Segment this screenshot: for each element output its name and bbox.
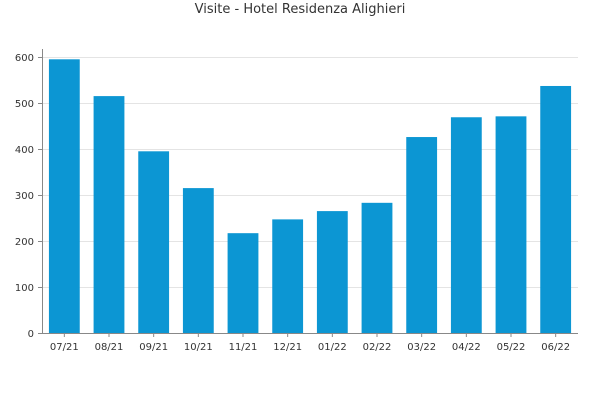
bar-layer (48, 59, 572, 334)
x-tick-label: 06/22 (541, 342, 570, 353)
x-tick-label: 10/21 (184, 342, 213, 353)
bar (450, 117, 482, 333)
x-tick-label: 07/21 (50, 342, 79, 353)
x-tick-label: 01/22 (318, 342, 347, 353)
chart-title: Visite - Hotel Residenza Alighieri (194, 2, 406, 17)
bar (182, 188, 214, 333)
bar (138, 151, 170, 333)
x-tick-label: 05/22 (497, 342, 526, 353)
y-tick-label: 0 (28, 329, 34, 340)
y-tick-label: 200 (15, 237, 34, 248)
grid-layer (42, 57, 578, 288)
axis-layer: 0 100 200 300 400 500 600 07/21 08/21 09/21 10/21 1… (15, 49, 578, 353)
bar (227, 233, 259, 333)
bar (93, 96, 125, 333)
x-tick-label: 09/21 (139, 342, 168, 353)
bar (540, 85, 572, 333)
y-tick-label: 500 (15, 99, 34, 110)
x-tick-label: 03/22 (407, 342, 436, 353)
bar (272, 219, 304, 333)
y-tick-label: 300 (15, 191, 34, 202)
y-tick-label: 100 (15, 283, 34, 294)
bar (48, 59, 80, 334)
x-tick-label: 04/22 (452, 342, 481, 353)
x-tick-label: 08/21 (95, 342, 124, 353)
bar (406, 137, 438, 333)
bar (361, 202, 393, 333)
x-tick-label: 02/22 (363, 342, 392, 353)
bar (495, 116, 527, 333)
bar (316, 211, 348, 333)
x-tick-label: 12/21 (273, 342, 302, 353)
y-tick-label: 400 (15, 145, 34, 156)
x-tick-label: 11/21 (229, 342, 258, 353)
y-tick-label: 600 (15, 53, 34, 64)
